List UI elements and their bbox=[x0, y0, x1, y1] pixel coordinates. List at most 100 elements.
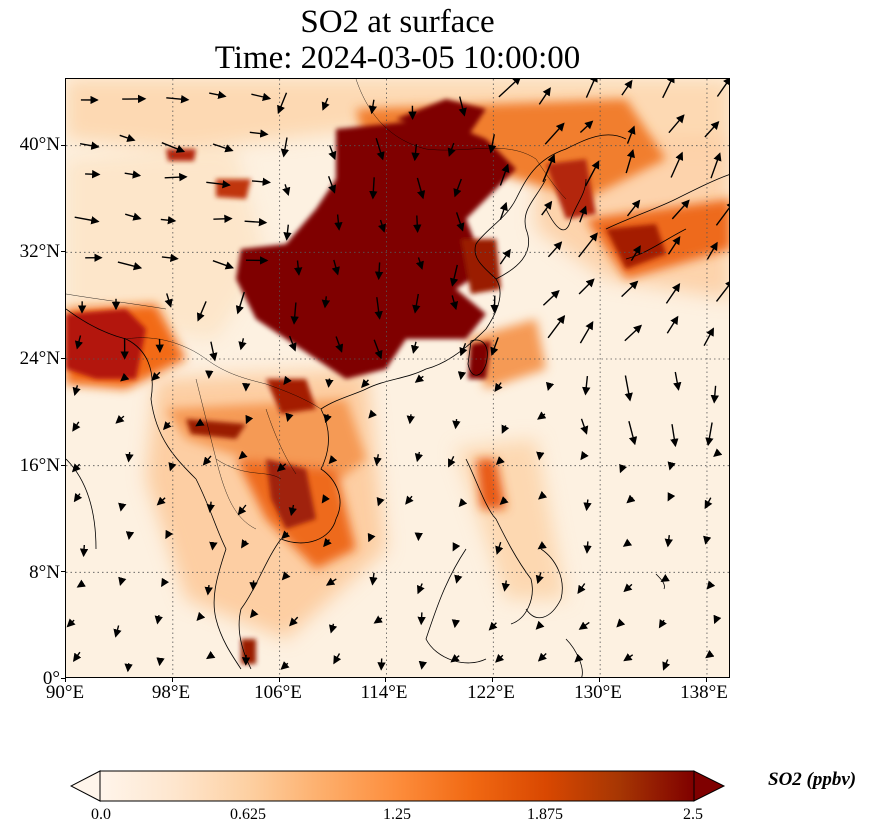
wind-vector-arrow bbox=[164, 293, 173, 308]
wind-vector-arrow bbox=[705, 649, 715, 659]
wind-vector-arrow bbox=[499, 201, 508, 220]
wind-vector-arrow bbox=[119, 133, 136, 142]
wind-vector-arrow bbox=[626, 125, 636, 144]
so2-map bbox=[66, 79, 729, 677]
wind-vector-arrow bbox=[162, 421, 172, 431]
wind-vector-arrow bbox=[168, 462, 177, 472]
wind-vector-arrow bbox=[630, 245, 641, 261]
wind-vector-arrow bbox=[213, 214, 233, 224]
wind-vector-arrow bbox=[74, 216, 100, 225]
wind-vector-arrow bbox=[373, 339, 383, 360]
wind-vector-arrow bbox=[321, 494, 330, 504]
wind-vector-arrow bbox=[294, 260, 303, 276]
x-tick-mark bbox=[385, 678, 387, 682]
wind-vector-arrow bbox=[374, 297, 383, 320]
x-tick-mark bbox=[492, 678, 494, 682]
wind-vector-arrow bbox=[331, 259, 340, 276]
x-tick-mark bbox=[65, 678, 66, 682]
wind-vector-arrow bbox=[417, 612, 426, 626]
wind-vector-arrow bbox=[368, 409, 377, 419]
y-tick-label-40n: 40°N bbox=[19, 134, 60, 155]
wind-vector-arrow bbox=[151, 371, 161, 381]
wind-vector-arrow bbox=[624, 375, 633, 402]
wind-vector-arrow bbox=[704, 497, 713, 510]
wind-vector-arrow bbox=[202, 455, 212, 466]
wind-vector-arrow bbox=[325, 378, 334, 388]
wind-vector-arrow bbox=[280, 661, 290, 670]
wind-vector-arrow bbox=[584, 160, 600, 187]
wind-vector-arrow bbox=[71, 463, 81, 473]
wind-vector-arrow bbox=[448, 455, 456, 468]
wind-vector-arrow bbox=[665, 283, 681, 304]
wind-vector-arrow bbox=[671, 199, 690, 220]
wind-vector-arrow bbox=[537, 652, 547, 662]
wind-vector-arrow bbox=[624, 324, 643, 342]
wind-vector-arrow bbox=[196, 611, 206, 621]
wind-vector-arrow bbox=[580, 418, 589, 435]
wind-vector-arrow bbox=[281, 571, 291, 581]
wind-vector-arrow bbox=[453, 178, 462, 198]
colorbar-tick-1875: 1.875 bbox=[527, 806, 563, 823]
wind-vector-arrow bbox=[204, 585, 213, 596]
wind-vector-arrow bbox=[76, 579, 86, 588]
wind-vector-arrow bbox=[328, 455, 338, 465]
wind-vector-arrow bbox=[716, 79, 729, 97]
wind-vector-arrow bbox=[458, 96, 467, 117]
wind-vector-arrow bbox=[547, 314, 566, 339]
wind-vector-arrow bbox=[125, 531, 135, 540]
y-tick-mark bbox=[61, 358, 65, 359]
wind-vector-arrow bbox=[580, 450, 589, 461]
wind-vector-arrow bbox=[249, 580, 258, 591]
wind-vector-arrow bbox=[673, 371, 682, 391]
wind-vectors bbox=[66, 79, 729, 673]
wind-vector-arrow bbox=[414, 374, 425, 383]
wind-vector-arrow bbox=[621, 79, 633, 96]
wind-vector-arrow bbox=[72, 385, 81, 397]
wind-vector-arrow bbox=[537, 411, 547, 420]
wind-vector-arrow bbox=[241, 539, 250, 549]
y-tick-mark bbox=[61, 251, 65, 253]
wind-vector-arrow bbox=[323, 413, 332, 424]
wind-vector-arrow bbox=[244, 217, 268, 227]
wind-vector-arrow bbox=[545, 381, 555, 392]
wind-vector-arrow bbox=[288, 504, 297, 517]
wind-vector-arrow bbox=[333, 653, 342, 665]
wind-vector-arrow bbox=[156, 496, 166, 506]
wind-vector-arrow bbox=[451, 619, 461, 629]
wind-vector-arrow bbox=[321, 97, 330, 111]
wind-vector-arrow bbox=[327, 176, 337, 194]
wind-vector-arrow bbox=[281, 530, 291, 540]
wind-vector-arrow bbox=[447, 142, 456, 157]
wind-vector-arrow bbox=[703, 535, 712, 545]
wind-vector-arrow bbox=[377, 219, 386, 233]
wind-vector-arrow bbox=[535, 572, 544, 585]
colorbar-label: SO2 (ppbv) bbox=[768, 769, 857, 790]
wind-vector-arrow bbox=[621, 280, 639, 298]
wind-vector-arrow bbox=[455, 212, 465, 232]
wind-vector-arrow bbox=[117, 261, 143, 271]
wind-vector-arrow bbox=[417, 583, 425, 595]
wind-vector-arrow bbox=[125, 212, 142, 221]
wind-vector-arrow bbox=[452, 419, 461, 430]
wind-vector-arrow bbox=[710, 152, 722, 179]
wind-vector-arrow bbox=[113, 625, 122, 638]
wind-vector-arrow bbox=[376, 497, 385, 507]
wind-vector-arrow bbox=[160, 215, 177, 225]
wind-vector-arrow bbox=[547, 241, 563, 258]
wind-vector-arrow bbox=[251, 92, 272, 101]
wind-vector-arrow bbox=[619, 463, 628, 474]
wind-vector-arrow bbox=[161, 142, 186, 153]
wind-vector-arrow bbox=[414, 451, 424, 463]
wind-vector-arrow bbox=[288, 335, 297, 352]
wind-vector-arrow bbox=[715, 200, 729, 226]
wind-vector-arrow bbox=[361, 378, 370, 389]
wind-vector-arrow bbox=[457, 371, 467, 381]
wind-vector-arrow bbox=[415, 257, 424, 270]
wind-vector-arrow bbox=[499, 496, 509, 505]
wind-vector-arrow bbox=[418, 660, 428, 670]
wind-vector-arrow bbox=[704, 120, 720, 138]
wind-vector-arrow bbox=[495, 541, 504, 555]
wind-vector-arrow bbox=[373, 454, 382, 466]
wind-vector-arrow bbox=[411, 144, 420, 162]
wind-vector-arrow bbox=[120, 372, 130, 382]
